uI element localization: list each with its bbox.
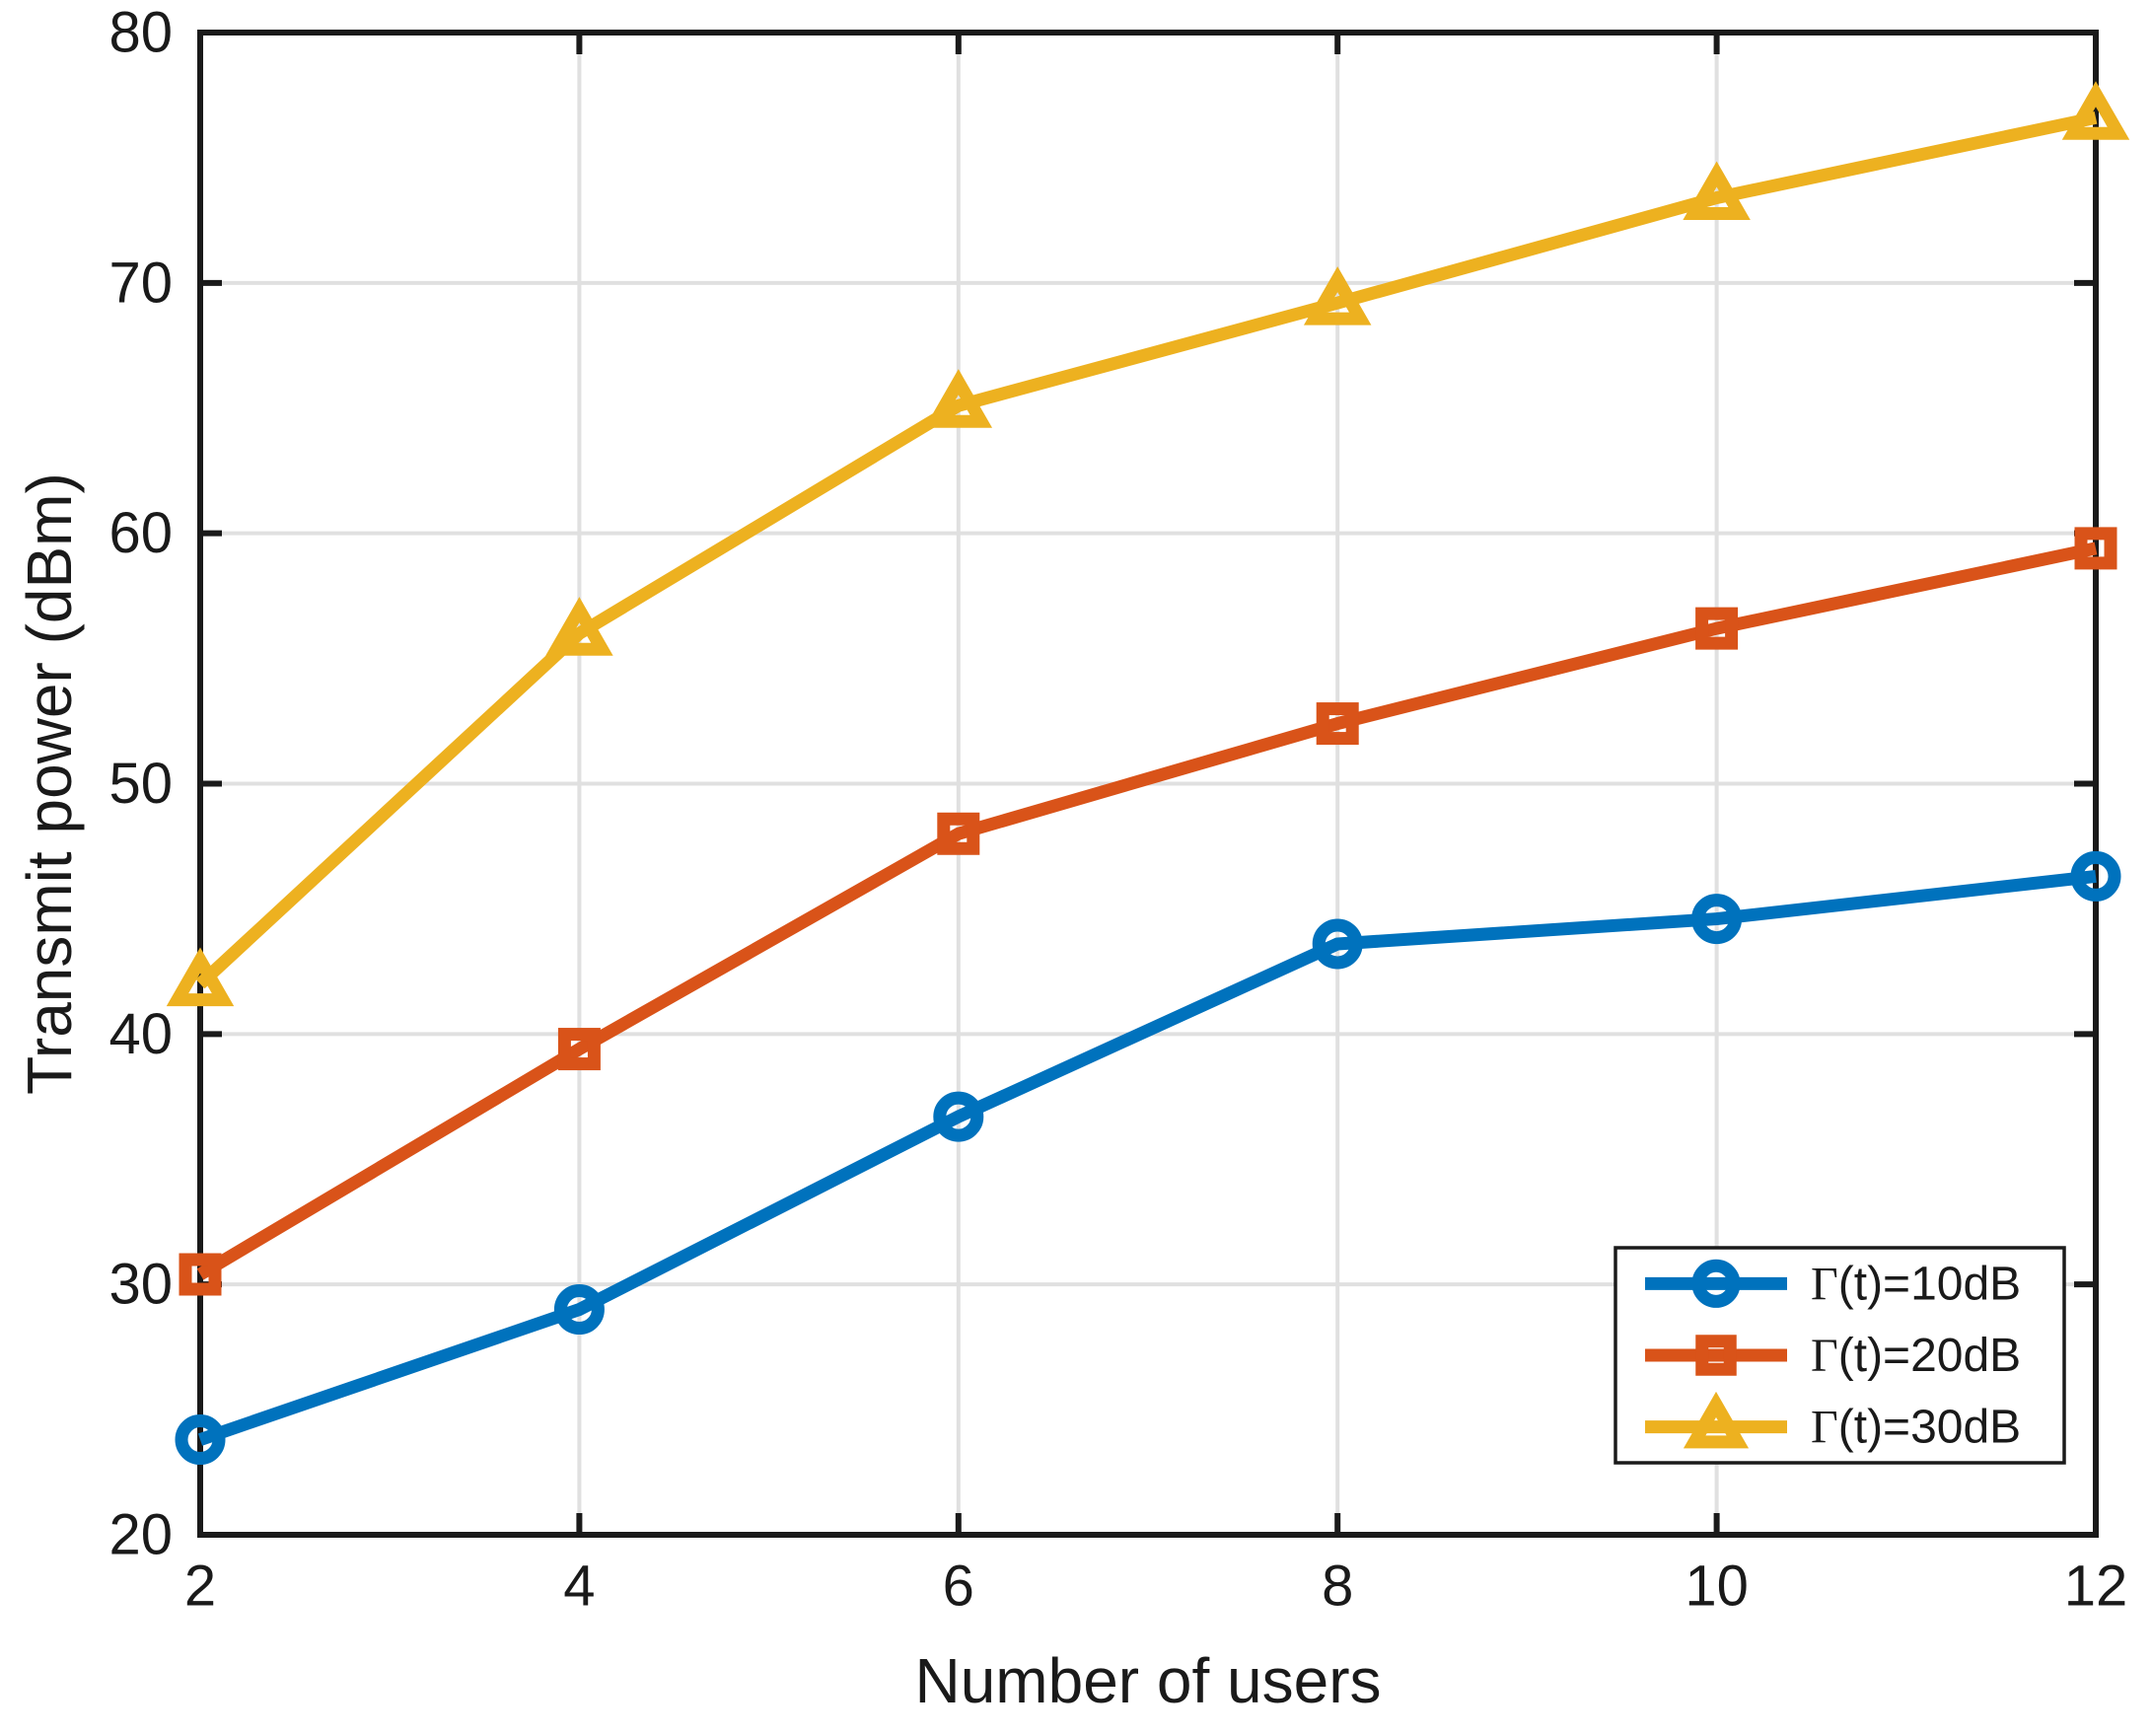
y-tick-label: 40 bbox=[108, 1002, 173, 1066]
y-tick-label: 80 bbox=[108, 1, 173, 65]
data-point-marker-circle bbox=[553, 1284, 605, 1336]
data-point-marker-circle bbox=[2070, 850, 2121, 902]
data-point-marker-circle bbox=[1312, 918, 1363, 970]
data-point-marker-circle bbox=[1691, 894, 1743, 945]
x-tick-label: 6 bbox=[943, 1555, 974, 1619]
series-line bbox=[196, 542, 2098, 1280]
data-point-marker-triangle bbox=[2061, 81, 2130, 140]
y-tick-label: 70 bbox=[108, 251, 173, 315]
series-line bbox=[197, 869, 2097, 1446]
data-point-marker-square bbox=[557, 1028, 601, 1071]
data-point-marker-triangle bbox=[1683, 161, 1751, 221]
data-point-marker-circle bbox=[1691, 1259, 1741, 1308]
y-tick-label: 60 bbox=[108, 501, 173, 565]
data-point-marker-square bbox=[1316, 702, 1359, 746]
data-point-marker-circle bbox=[175, 1414, 226, 1466]
x-tick-label: 12 bbox=[2064, 1555, 2128, 1619]
x-tick-label: 10 bbox=[1685, 1555, 1749, 1619]
legend-label: Γ(t)=30dB bbox=[1811, 1401, 2021, 1453]
data-point-marker-triangle bbox=[166, 947, 235, 1007]
data-point-marker-triangle bbox=[1303, 266, 1372, 326]
data-point-marker-square bbox=[179, 1253, 222, 1296]
data-point-marker-square bbox=[1695, 607, 1739, 650]
data-point-marker-square bbox=[937, 812, 980, 855]
x-tick-label: 2 bbox=[184, 1555, 216, 1619]
series-line bbox=[195, 110, 2098, 989]
legend-label: Γ(t)=10dB bbox=[1811, 1258, 2021, 1310]
data-point-marker-triangle bbox=[924, 369, 993, 428]
x-axis-label: Number of users bbox=[914, 1645, 1381, 1716]
data-point-marker-square bbox=[2074, 527, 2117, 570]
y-tick-label: 50 bbox=[108, 752, 173, 816]
legend-label: Γ(t)=20dB bbox=[1811, 1330, 2021, 1382]
y-axis-label: Transmit power (dBm) bbox=[14, 472, 85, 1095]
data-point-marker-square bbox=[1695, 1335, 1737, 1376]
y-tick-label: 30 bbox=[108, 1253, 173, 1317]
y-tick-label: 20 bbox=[108, 1503, 173, 1567]
data-point-marker-triangle bbox=[545, 597, 613, 656]
x-tick-label: 8 bbox=[1322, 1555, 1353, 1619]
data-point-marker-circle bbox=[933, 1091, 984, 1142]
data-point-marker-triangle bbox=[1683, 1391, 1750, 1449]
x-tick-label: 4 bbox=[563, 1555, 595, 1619]
